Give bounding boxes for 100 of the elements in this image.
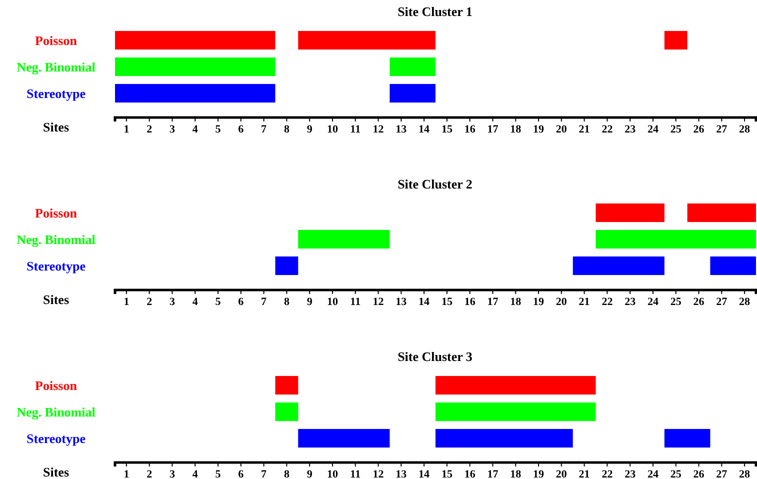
x-tick-label: 5 — [215, 123, 222, 136]
y-tick-label: Stereotype — [26, 86, 86, 101]
x-tick-label: 21 — [578, 468, 590, 479]
x-tick-label: 25 — [670, 296, 682, 308]
x-tick-label: 8 — [284, 468, 290, 479]
y-tick-label: Poisson — [35, 32, 78, 48]
x-tick-label: 22 — [602, 296, 614, 308]
x-tick-label: 3 — [169, 468, 176, 479]
x-tick-label: 10 — [326, 296, 338, 308]
x-tick-label: 27 — [716, 296, 728, 308]
x-tick-label: 4 — [192, 468, 198, 479]
x-tick-label: 6 — [238, 468, 244, 479]
x-tick-label: 25 — [670, 468, 682, 479]
x-tick-label: 2 — [146, 296, 153, 308]
bar — [664, 428, 710, 448]
x-tick-label: 10 — [326, 468, 338, 479]
x-tick-label: 6 — [238, 296, 244, 308]
x-tick-label: 20 — [556, 123, 568, 136]
x-tick-label: 20 — [556, 296, 568, 308]
x-tick-label: 4 — [192, 296, 198, 308]
x-tick-label: 1 — [124, 296, 130, 308]
x-tick-label: 19 — [533, 468, 545, 479]
x-tick-label: 27 — [716, 468, 728, 479]
x-tick-label: 24 — [647, 296, 659, 308]
x-tick-label: 9 — [306, 123, 313, 136]
x-tick-label: 18 — [510, 123, 522, 136]
x-tick-label: 21 — [578, 123, 590, 136]
x-tick-label: 23 — [624, 468, 636, 479]
x-tick-label: 16 — [464, 296, 476, 308]
x-tick-label: 26 — [693, 468, 705, 479]
x-tick-label: 16 — [464, 468, 476, 479]
x-tick-label: 8 — [284, 123, 290, 136]
x-tick-label: 2 — [146, 468, 153, 479]
chart-title: Site Cluster 3 — [398, 349, 473, 364]
x-tick-label: 14 — [418, 123, 430, 136]
x-tick-label: 1 — [124, 468, 130, 479]
y-tick-label: Poisson — [35, 205, 78, 220]
x-axis-title: Sites — [43, 464, 69, 479]
x-tick-label: 21 — [578, 296, 590, 308]
x-tick-label: 7 — [261, 123, 268, 136]
x-axis-title: Sites — [43, 292, 69, 307]
y-tick-label: Stereotype — [26, 430, 86, 446]
x-tick-label: 8 — [284, 296, 290, 308]
x-tick-label: 12 — [372, 468, 384, 479]
x-tick-label: 13 — [396, 296, 408, 308]
x-tick-label: 20 — [556, 468, 568, 479]
x-tick-label: 19 — [533, 123, 545, 136]
chart-title: Site Cluster 1 — [398, 4, 472, 19]
x-tick-label: 26 — [693, 296, 705, 308]
chart-title: Site Cluster 2 — [398, 176, 472, 192]
x-tick-label: 3 — [169, 296, 176, 308]
x-tick-label: 24 — [647, 468, 659, 479]
x-tick-label: 13 — [396, 123, 408, 136]
x-tick-label: 4 — [192, 123, 198, 136]
x-tick-label: 2 — [146, 123, 153, 136]
x-tick-label: 16 — [464, 123, 476, 136]
x-tick-label: 28 — [739, 296, 751, 308]
y-tick-label: Stereotype — [26, 258, 86, 274]
y-tick-label: Neg. Binomial — [16, 59, 96, 74]
x-tick-label: 5 — [215, 296, 222, 308]
x-tick-label: 27 — [716, 123, 728, 136]
x-tick-label: 17 — [487, 468, 499, 479]
x-tick-label: 11 — [350, 123, 361, 136]
x-tick-label: 26 — [693, 123, 705, 136]
x-tick-label: 17 — [487, 123, 499, 136]
x-tick-label: 3 — [169, 123, 176, 136]
x-tick-label: 28 — [739, 123, 751, 136]
x-tick-label: 7 — [261, 468, 268, 479]
x-tick-label: 11 — [350, 296, 361, 308]
x-tick-label: 6 — [238, 123, 244, 136]
x-tick-label: 11 — [350, 468, 361, 479]
x-tick-label: 5 — [215, 468, 222, 479]
x-tick-label: 28 — [739, 468, 751, 479]
bar — [664, 30, 688, 50]
x-tick-label: 23 — [624, 123, 636, 136]
y-tick-label: Neg. Binomial — [16, 232, 96, 247]
x-tick-label: 7 — [261, 296, 268, 308]
x-tick-label: 17 — [487, 296, 499, 308]
x-tick-label: 15 — [441, 123, 453, 136]
x-tick-label: 1 — [124, 123, 130, 136]
x-tick-label: 22 — [602, 123, 614, 136]
bar — [710, 256, 756, 276]
x-tick-label: 22 — [602, 468, 614, 479]
x-axis-title: Sites — [43, 120, 69, 134]
x-tick-label: 18 — [510, 296, 522, 308]
x-tick-label: 14 — [418, 468, 430, 479]
x-tick-label: 15 — [441, 468, 453, 479]
x-tick-label: 23 — [624, 296, 636, 308]
x-tick-label: 12 — [372, 296, 384, 308]
x-tick-label: 12 — [372, 123, 384, 136]
y-tick-label: Neg. Binomial — [16, 404, 96, 420]
x-tick-label: 13 — [396, 468, 408, 479]
x-tick-label: 24 — [647, 123, 659, 136]
x-tick-label: 14 — [418, 296, 430, 308]
x-tick-label: 9 — [306, 468, 313, 479]
x-tick-label: 10 — [326, 123, 338, 136]
x-tick-label: 25 — [670, 123, 682, 136]
y-tick-label: Poisson — [35, 378, 78, 393]
x-tick-label: 18 — [510, 468, 522, 479]
x-tick-label: 9 — [306, 296, 313, 308]
